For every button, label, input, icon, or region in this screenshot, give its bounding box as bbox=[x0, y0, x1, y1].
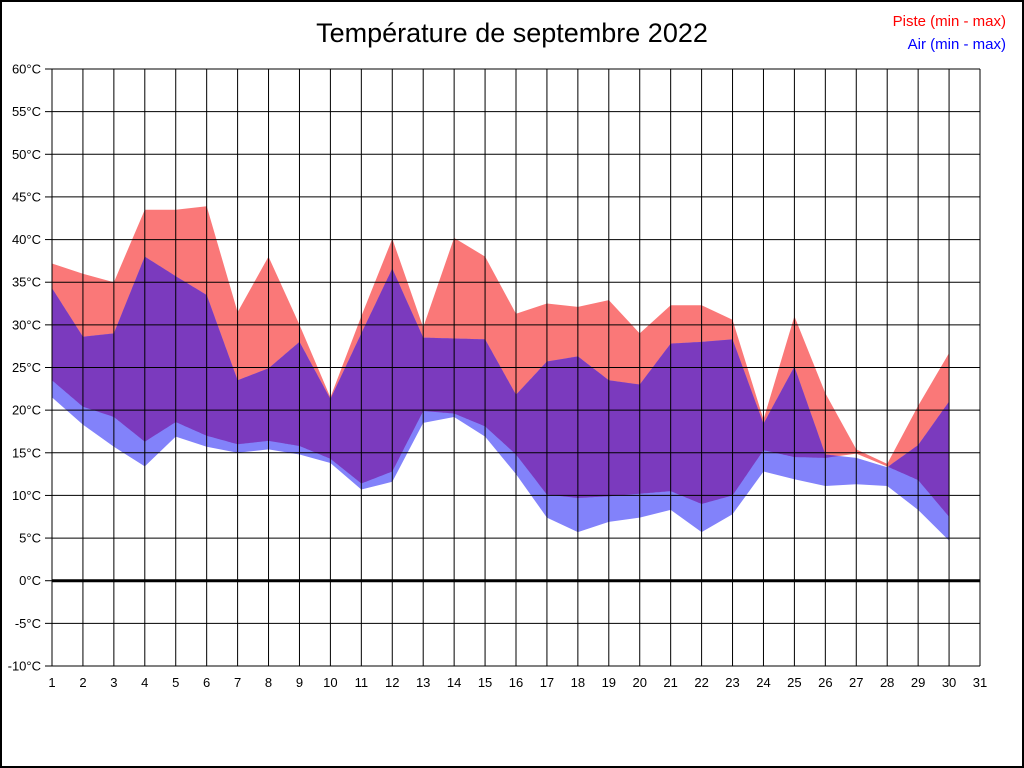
x-axis-tick-label: 5 bbox=[172, 675, 179, 690]
y-axis-tick-label: -10°C bbox=[8, 659, 41, 674]
x-axis-tick-label: 19 bbox=[602, 675, 616, 690]
x-axis-tick-label: 27 bbox=[849, 675, 863, 690]
x-axis-tick-label: 3 bbox=[110, 675, 117, 690]
x-axis-tick-label: 4 bbox=[141, 675, 148, 690]
x-axis-tick-label: 15 bbox=[478, 675, 492, 690]
y-axis-tick-label: 55°C bbox=[12, 104, 41, 119]
overlap-band bbox=[888, 401, 950, 517]
legend-item-air: Air (min - max) bbox=[907, 36, 1006, 53]
x-axis-tick-label: 11 bbox=[355, 675, 369, 690]
y-axis-tick-label: 5°C bbox=[19, 531, 41, 546]
y-axis-tick-label: 25°C bbox=[12, 360, 41, 375]
x-axis-tick-label: 25 bbox=[787, 675, 801, 690]
x-axis-tick-label: 31 bbox=[973, 675, 987, 690]
x-axis-tick-label: 16 bbox=[509, 675, 523, 690]
y-axis-tick-label: 10°C bbox=[12, 488, 41, 503]
x-axis-tick-label: 6 bbox=[203, 675, 210, 690]
x-axis-tick-label: 1 bbox=[48, 675, 55, 690]
x-axis-tick-label: 30 bbox=[942, 675, 956, 690]
y-axis-tick-label: 20°C bbox=[12, 403, 41, 418]
y-axis-tick-label: -5°C bbox=[15, 616, 41, 631]
chart-title: Température de septembre 2022 bbox=[316, 18, 708, 48]
x-axis-tick-label: 22 bbox=[694, 675, 708, 690]
x-axis-tick-label: 14 bbox=[447, 675, 461, 690]
grid bbox=[51, 68, 981, 667]
x-axis-tick-label: 10 bbox=[323, 675, 337, 690]
x-axis-tick-label: 28 bbox=[880, 675, 894, 690]
x-axis-tick-label: 7 bbox=[234, 675, 241, 690]
y-axis-tick-label: 50°C bbox=[12, 147, 41, 162]
overlap-band bbox=[52, 256, 838, 504]
y-axis-tick-label: 35°C bbox=[12, 275, 41, 290]
legend: Piste (min - max) Air (min - max) bbox=[893, 10, 1006, 56]
x-axis-tick-label: 13 bbox=[416, 675, 430, 690]
y-axis-tick-label: 60°C bbox=[12, 62, 41, 77]
legend-item-piste: Piste (min - max) bbox=[892, 13, 1006, 30]
x-axis-tick-label: 21 bbox=[663, 675, 677, 690]
x-axis-tick-label: 20 bbox=[632, 675, 646, 690]
x-axis-tick-label: 24 bbox=[756, 675, 770, 690]
x-axis-tick-label: 17 bbox=[540, 675, 554, 690]
y-axis-tick-label: 15°C bbox=[12, 445, 41, 460]
x-axis-tick-label: 23 bbox=[725, 675, 739, 690]
x-axis-tick-label: 12 bbox=[385, 675, 399, 690]
y-axis-tick-label: 45°C bbox=[12, 189, 41, 204]
x-axis-tick-label: 18 bbox=[571, 675, 585, 690]
x-axis-tick-label: 8 bbox=[265, 675, 272, 690]
x-axis-tick-label: 26 bbox=[818, 675, 832, 690]
y-axis-tick-label: 40°C bbox=[12, 232, 41, 247]
y-axis-tick-label: 0°C bbox=[19, 573, 41, 588]
x-axis-tick-label: 9 bbox=[296, 675, 303, 690]
x-axis-tick-label: 29 bbox=[911, 675, 925, 690]
x-axis-tick-label: 2 bbox=[79, 675, 86, 690]
y-axis-tick-label: 30°C bbox=[12, 317, 41, 332]
